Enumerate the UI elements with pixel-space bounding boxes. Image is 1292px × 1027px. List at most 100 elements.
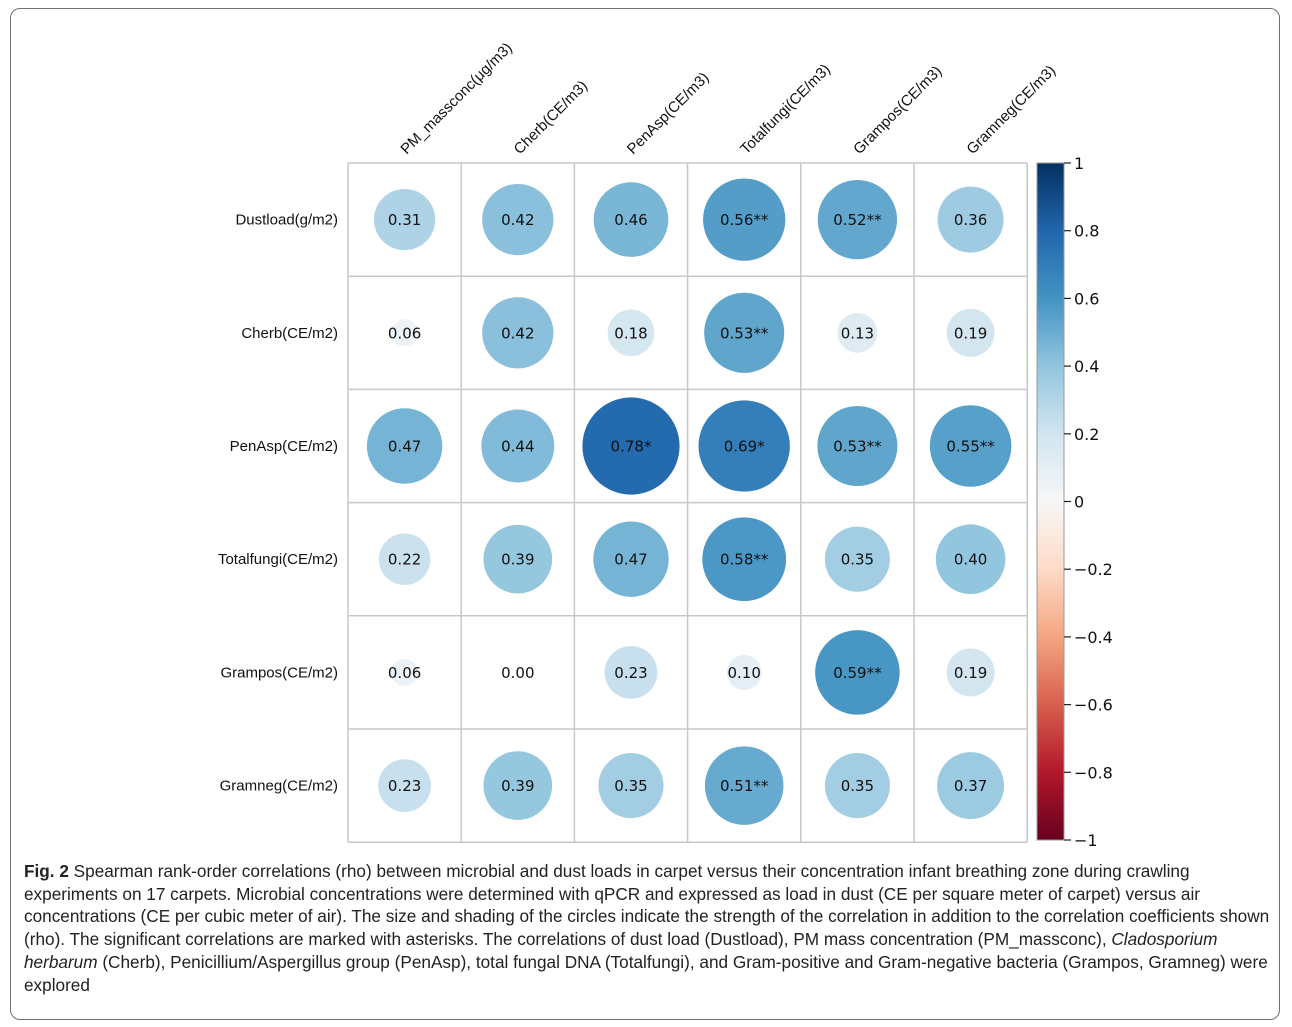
correlation-label: 0.59** xyxy=(833,664,882,682)
correlation-circle xyxy=(607,309,655,357)
correlation-circle xyxy=(703,178,786,261)
correlation-label: 0.36 xyxy=(954,211,987,229)
correlation-circle xyxy=(704,746,784,825)
row-labels: Dustload(g/m2) Cherb(CE/m2) PenAsp(CE/m2) T… xyxy=(218,212,338,795)
correlation-label: 0.56** xyxy=(720,211,769,229)
colorbar-tick-label: −0.2 xyxy=(1074,560,1113,579)
column-label: Totalfungi(CE/m3) xyxy=(737,61,834,158)
row-label: Gramneg(CE/m2) xyxy=(220,778,338,795)
column-label: PenAsp(CE/m3) xyxy=(624,69,713,158)
correlation-label: 0.58** xyxy=(720,551,769,569)
correlation-label: 0.06 xyxy=(388,664,421,682)
correlation-circle xyxy=(483,751,553,820)
caption-species-name: Cladosporium herbarum xyxy=(24,929,1218,972)
row-label: Grampos(CE/m2) xyxy=(220,664,338,681)
correlation-circle xyxy=(698,400,790,492)
colorbar-bar xyxy=(1036,162,1065,841)
correlation-circle xyxy=(937,752,1005,820)
correlation-label: 0.35 xyxy=(841,777,874,795)
correlation-circle xyxy=(378,759,431,812)
correlation-label: 0.31 xyxy=(388,211,421,229)
caption-text-part1: Spearman rank-order correlations (rho) b… xyxy=(24,861,1270,950)
correlation-label: 0.46 xyxy=(614,211,647,229)
colorbar-tick-label: −0.8 xyxy=(1074,763,1113,782)
correlation-circle xyxy=(366,408,443,484)
correlation-label: 0.19 xyxy=(954,664,987,682)
row-label: PenAsp(CE/m2) xyxy=(230,438,338,455)
correlation-label: 0.37 xyxy=(954,777,987,795)
colorbar-tick-label: 0.2 xyxy=(1074,425,1099,444)
correlation-label: 0.42 xyxy=(501,211,534,229)
row-label: Cherb(CE/m2) xyxy=(241,325,338,342)
correlation-circle xyxy=(702,517,787,602)
correlation-circle xyxy=(937,186,1004,253)
correlation-circle xyxy=(929,405,1012,487)
correlation-label: 0.00 xyxy=(501,664,534,682)
colorbar-tick-label: −0.6 xyxy=(1074,696,1113,715)
correlation-circle xyxy=(593,182,669,257)
correlation-label: 0.19 xyxy=(954,324,987,342)
heatmap-grid xyxy=(347,162,1028,843)
correlation-circle xyxy=(483,524,553,594)
correlation-circle xyxy=(815,630,900,715)
correlation-circle xyxy=(817,179,898,260)
heatmap-cells: 0.31 0.42 0.46 0.56** 0.52** 0.36 0.06 0.42 0.18… xyxy=(366,178,1012,825)
column-label: Grampos(CE/m3) xyxy=(850,63,945,158)
caption-fig-label: Fig. 2 xyxy=(24,861,69,881)
figure-frame xyxy=(10,8,1280,1020)
caption-text-part2: (Cherb), Penicillium/Aspergillus group (… xyxy=(24,951,1268,995)
correlation-circle xyxy=(482,297,554,369)
colorbar-tick-label: −1 xyxy=(1074,831,1098,850)
colorbar-tick-label: 0.8 xyxy=(1074,222,1099,241)
correlation-circle xyxy=(391,658,419,686)
correlation-label: 0.13 xyxy=(841,324,874,342)
column-labels: PM_massconc(μg/m3)Cherb(CE/m3) PenAsp(CE/… xyxy=(397,39,1059,157)
correlation-label: 0.23 xyxy=(614,664,647,682)
column-label: Cherb(CE/m3) xyxy=(511,77,591,157)
column-label: Gramneg(CE/m3) xyxy=(963,62,1059,158)
colorbar-tick-label: 0.6 xyxy=(1074,289,1099,308)
correlation-label: 0.44 xyxy=(501,438,534,456)
colorbar: 1 0.8 0.6 0.4 0.2 0 −0.2 −0.4 −0.6 −0.8 −1 xyxy=(1036,154,1113,850)
correlation-circle xyxy=(704,292,785,373)
correlation-circle xyxy=(593,521,669,597)
correlation-circle xyxy=(726,655,762,690)
row-label: Dustload(g/m2) xyxy=(235,212,338,229)
correlation-label: 0.52** xyxy=(833,211,882,229)
correlation-label: 0.78* xyxy=(611,438,652,456)
row-label: Totalfungi(CE/m2) xyxy=(218,551,338,568)
colorbar-tick-label: 0 xyxy=(1074,493,1084,512)
correlation-label: 0.35 xyxy=(841,551,874,569)
correlation-label: 0.39 xyxy=(501,777,534,795)
correlation-circle xyxy=(378,533,431,585)
correlation-label: 0.53** xyxy=(720,324,769,342)
correlation-label: 0.39 xyxy=(501,551,534,569)
correlation-circle xyxy=(817,405,898,487)
correlation-label: 0.23 xyxy=(388,777,421,795)
correlation-circle xyxy=(481,409,555,483)
correlation-circle xyxy=(824,526,890,592)
correlation-label: 0.06 xyxy=(388,324,421,342)
correlation-label: 0.47 xyxy=(388,438,421,456)
correlation-circle xyxy=(604,646,658,699)
correlation-label: 0.51** xyxy=(720,777,769,795)
correlation-label: 0.35 xyxy=(614,777,647,795)
correlation-circle xyxy=(935,524,1006,594)
colorbar-tick-label: 1 xyxy=(1074,154,1084,173)
correlation-circle xyxy=(582,397,680,495)
correlation-circle xyxy=(824,753,890,819)
column-label: PM_massconc(μg/m3) xyxy=(397,39,515,157)
correlation-circle xyxy=(837,312,878,353)
colorbar-tick-label: −0.4 xyxy=(1074,628,1113,647)
correlation-label: 0.10 xyxy=(727,664,760,682)
correlation-circle xyxy=(391,319,419,347)
correlation-label: 0.22 xyxy=(388,551,421,569)
correlation-label: 0.69* xyxy=(724,438,765,456)
correlation-label: 0.55** xyxy=(946,438,995,456)
colorbar-tick-label: 0.4 xyxy=(1074,357,1099,376)
correlation-circle xyxy=(373,188,436,251)
correlation-circle xyxy=(946,648,995,697)
correlation-circle xyxy=(946,308,995,357)
correlation-label: 0.18 xyxy=(614,324,647,342)
